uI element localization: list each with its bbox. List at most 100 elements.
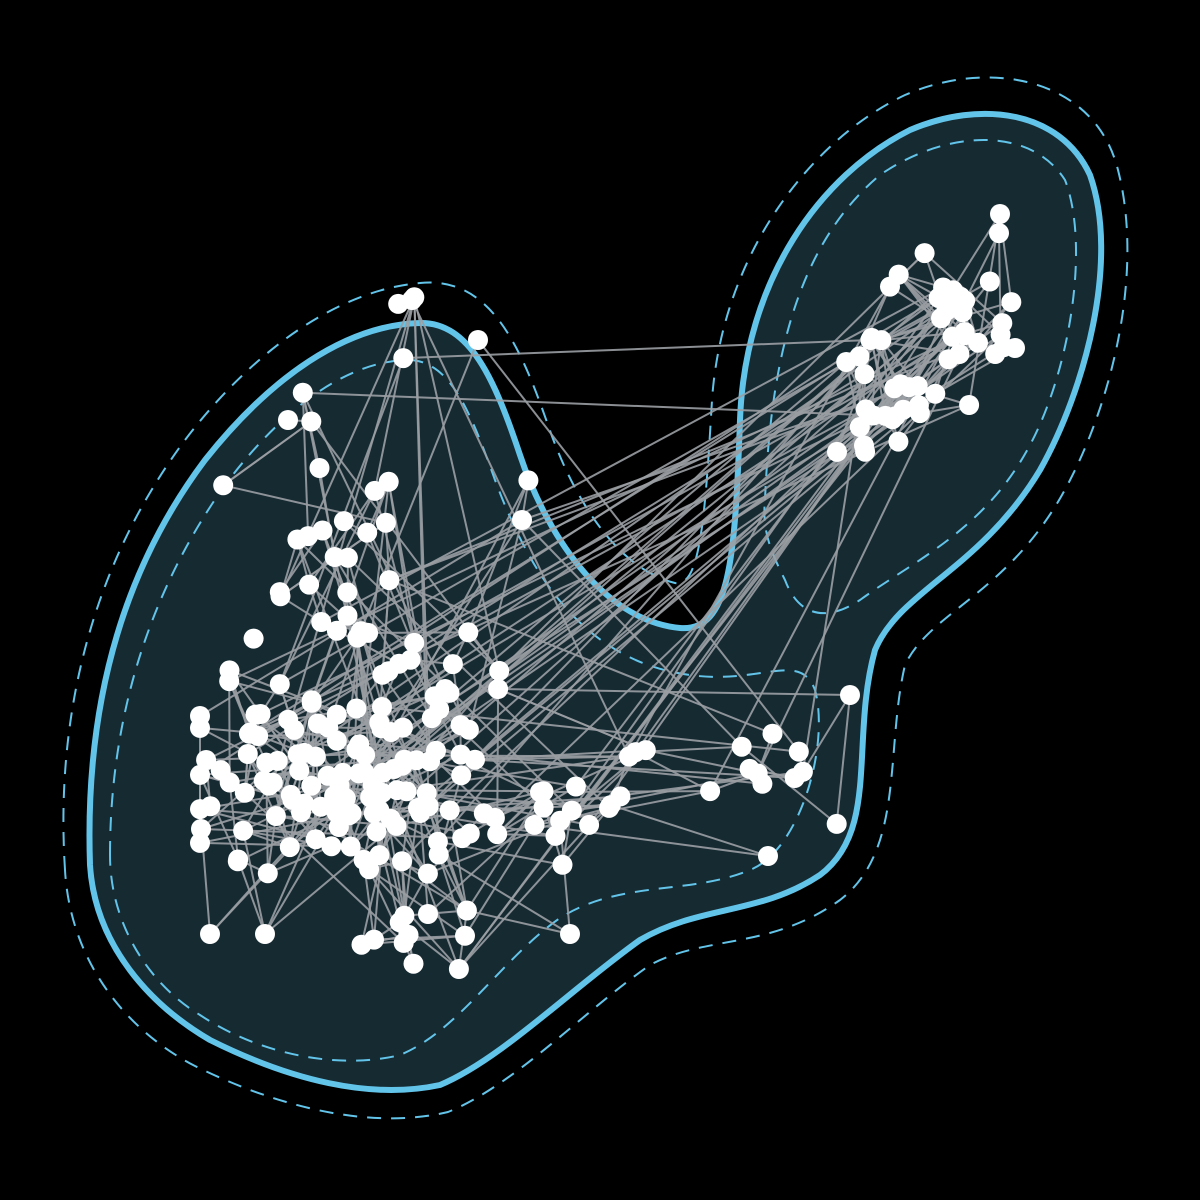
network-node	[393, 348, 414, 369]
network-node	[372, 697, 392, 717]
network-node	[294, 793, 315, 814]
network-node	[312, 520, 333, 541]
network-node	[292, 382, 313, 403]
network-node	[369, 845, 390, 866]
network-edge	[497, 385, 919, 690]
network-edge	[964, 232, 1000, 302]
network-node	[635, 740, 656, 761]
network-edge	[474, 758, 795, 779]
network-node	[439, 800, 460, 821]
network-node	[357, 522, 378, 543]
network-node	[979, 271, 1000, 292]
network-edge	[271, 297, 416, 783]
network-node	[200, 924, 220, 944]
network-node	[389, 912, 410, 933]
network-node	[489, 660, 510, 681]
network-node	[364, 929, 384, 950]
network-edge	[246, 753, 291, 848]
network-node	[317, 765, 338, 786]
network-edge	[278, 490, 376, 685]
network-node	[233, 820, 254, 841]
network-node	[404, 632, 425, 653]
network-node	[421, 708, 442, 729]
network-edge	[237, 859, 266, 935]
network-edge	[864, 339, 883, 452]
network-node	[337, 582, 358, 603]
network-node	[1001, 292, 1022, 313]
network-node	[289, 760, 310, 781]
network-node	[237, 744, 258, 764]
network-edge	[466, 909, 571, 935]
network-node	[278, 709, 299, 730]
network-node	[418, 904, 438, 924]
network-node	[561, 800, 582, 821]
network-node	[301, 690, 322, 711]
network-node	[890, 374, 911, 395]
network-edge	[521, 519, 743, 748]
network-node	[269, 582, 290, 603]
network-edge	[267, 845, 332, 875]
network-node	[875, 405, 896, 426]
network-node	[326, 704, 347, 725]
network-node	[346, 698, 367, 719]
network-node	[402, 290, 422, 310]
network-node	[191, 819, 211, 839]
network-node	[245, 704, 266, 725]
network-edge	[575, 289, 954, 788]
network-node	[392, 851, 412, 872]
network-edge	[257, 339, 872, 737]
network-node	[428, 844, 449, 865]
network-node	[949, 344, 970, 364]
network-node	[739, 758, 760, 779]
network-node	[855, 399, 876, 420]
network-node	[456, 900, 477, 921]
network-node	[752, 773, 773, 794]
network-node	[762, 723, 783, 744]
network-node	[518, 470, 539, 491]
network-node	[309, 458, 330, 478]
network-edge	[275, 815, 340, 828]
network-node	[403, 953, 424, 974]
network-node	[928, 287, 949, 308]
network-node	[942, 326, 963, 347]
network-node	[512, 510, 532, 530]
network-node	[990, 204, 1010, 224]
network-node	[849, 417, 870, 437]
network-node	[307, 713, 328, 734]
network-edge	[318, 467, 336, 558]
network-node	[442, 654, 463, 675]
network-node	[362, 775, 383, 796]
network-edge	[645, 749, 758, 775]
network-node	[950, 286, 971, 307]
network-edge	[222, 420, 312, 487]
network-node	[985, 344, 1006, 364]
network-edge	[228, 680, 312, 704]
network-edge	[355, 707, 428, 794]
network-node	[326, 620, 347, 641]
network-edge	[534, 823, 769, 857]
network-node	[257, 863, 278, 884]
network-node	[417, 863, 438, 884]
network-edge	[836, 373, 866, 453]
network-node	[560, 924, 580, 944]
network-edge	[373, 297, 416, 492]
network-edge	[835, 694, 851, 825]
network-node	[279, 837, 300, 858]
network-edge	[336, 426, 861, 742]
network-node	[301, 775, 322, 796]
network-node	[378, 661, 399, 682]
network-node	[371, 718, 392, 739]
network-edge	[498, 252, 926, 672]
network-edge	[865, 335, 954, 411]
network-node	[262, 772, 283, 793]
network-node	[908, 395, 929, 416]
network-node	[784, 768, 805, 788]
network-node	[826, 813, 847, 834]
node-layer	[190, 204, 1025, 979]
network-node	[455, 925, 475, 946]
network-node	[366, 821, 387, 842]
network-node	[311, 612, 332, 632]
network-node	[324, 547, 345, 567]
